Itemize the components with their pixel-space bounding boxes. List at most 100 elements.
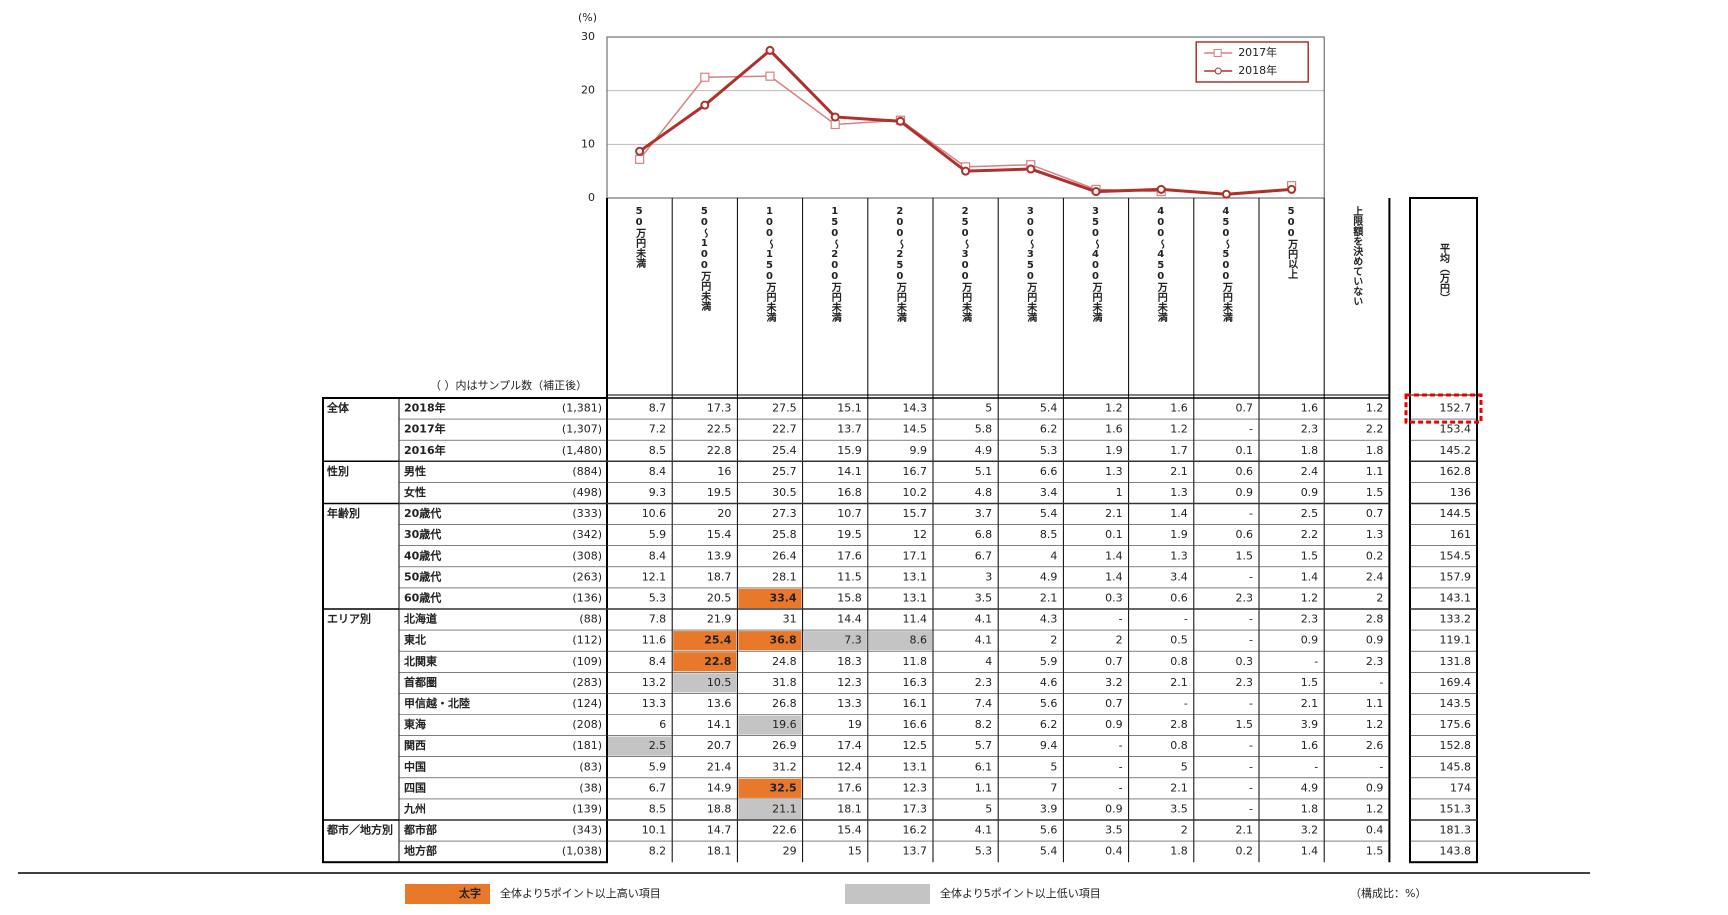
highlight-box (1404, 393, 1483, 424)
row-label: 東北 (404, 633, 426, 647)
sample-size: (1,480) (562, 444, 602, 457)
sample-size: (884) (572, 465, 602, 478)
cell-value: 143.5 (1440, 697, 1472, 710)
cell-value: 2.1 (1236, 824, 1254, 837)
cell-value: 5.3 (649, 591, 667, 604)
legend-label: 2017年 (1238, 45, 1277, 59)
marker (635, 146, 645, 156)
cell-value: 0.3 (1236, 655, 1254, 668)
cell-value: 5.6 (1040, 824, 1058, 837)
cell-value: 174 (1450, 781, 1471, 794)
cell-value: 3.5 (1170, 802, 1188, 815)
cell-value: 13.2 (642, 676, 667, 689)
cell-value: 154.5 (1440, 549, 1472, 562)
legend-box (1195, 41, 1309, 83)
legend-marker (1213, 49, 1222, 57)
cell-value: 18.1 (837, 802, 862, 815)
cell-value: 24.8 (772, 655, 797, 668)
cell-value: 1.4 (1105, 570, 1123, 583)
cell-value: - (1184, 697, 1188, 710)
cell-value: 17.4 (837, 739, 862, 752)
cell-low (803, 631, 867, 651)
cell-value: 5.3 (1040, 444, 1058, 457)
cell-value: 20.7 (707, 739, 732, 752)
legend-marker (1214, 67, 1222, 75)
cell-value: 14.1 (707, 718, 732, 731)
cell-value: 145.2 (1440, 444, 1472, 457)
sample-size: (342) (572, 528, 602, 541)
cell-value: 6 (659, 718, 666, 731)
cell-value: 32.5 (769, 781, 796, 794)
group-label: エリア別 (327, 612, 371, 626)
cell-value: 2 (1050, 634, 1057, 647)
cell-value: 8.6 (910, 634, 928, 647)
legend-low: 全体より5ポイント以上低い項目 (940, 886, 1101, 900)
cell-value: 7.4 (975, 697, 993, 710)
cell-value: 6.1 (975, 760, 993, 773)
cell-value: 1.2 (1105, 402, 1123, 415)
cell-value: 14.5 (903, 423, 928, 436)
sample-size: (1,381) (562, 402, 602, 415)
cell-value: 4.9 (1301, 781, 1319, 794)
cell-value: 3.2 (1301, 824, 1319, 837)
cell-value: 1.4 (1170, 507, 1188, 520)
row-label: 地方部 (404, 844, 437, 858)
cell-value: 22.7 (772, 423, 797, 436)
cell-value: 143.8 (1440, 845, 1472, 858)
cell-value: 5 (1050, 760, 1057, 773)
sample-size: (1,038) (562, 845, 602, 858)
cell-value: 2.4 (1301, 465, 1319, 478)
group-label: 性別 (327, 464, 349, 478)
cell-value: 133.2 (1440, 613, 1472, 626)
cell-value: 14.1 (837, 465, 862, 478)
marker (1091, 187, 1101, 197)
cell-value: 1.8 (1301, 802, 1319, 815)
cell-value: - (1379, 676, 1383, 689)
cell-value: 21.1 (772, 802, 797, 815)
cell-value: 0.8 (1170, 739, 1188, 752)
cell-value: 3.9 (1301, 718, 1319, 731)
cell-value: 15.9 (837, 444, 862, 457)
cell-value: - (1249, 634, 1253, 647)
cell-value: 31.2 (772, 760, 797, 773)
cell-value: 25.7 (772, 465, 797, 478)
cell-value: 144.5 (1440, 507, 1472, 520)
cell-value: 0.4 (1366, 824, 1384, 837)
cell-value: 8.5 (1040, 528, 1058, 541)
row-label: 北関東 (404, 654, 438, 668)
cell-value: 175.6 (1440, 718, 1472, 731)
group-label: 年齢別 (327, 506, 360, 520)
cell-value: 8.7 (649, 402, 667, 415)
row-label: 首都圏 (404, 675, 437, 689)
cell-value: 17.6 (837, 549, 862, 562)
cell-value: 0.4 (1105, 845, 1123, 858)
cell-value: 8.4 (649, 465, 667, 478)
cell-value: - (1379, 760, 1383, 773)
cell-value: 1.6 (1170, 402, 1188, 415)
cell-value: 15.7 (903, 507, 928, 520)
cell-value: 2 (1376, 591, 1383, 604)
cell-value: 8.2 (975, 718, 993, 731)
cell-high (673, 631, 737, 651)
cell-value: 2.3 (1301, 423, 1319, 436)
cell-value: 18.3 (837, 655, 862, 668)
sample-size: (343) (572, 824, 602, 837)
cell-value: - (1119, 760, 1123, 773)
cell-value: 14.3 (903, 402, 928, 415)
cell-value: 18.1 (707, 845, 732, 858)
cell-value: 4.1 (975, 634, 993, 647)
column-header: 250～300万円未満 (960, 206, 973, 323)
cell-low (868, 631, 932, 651)
row-label: 中国 (404, 759, 426, 773)
row-label: 60歳代 (404, 590, 441, 604)
cell-value: 10.5 (707, 676, 732, 689)
cell-low (738, 715, 802, 735)
cell-value: 1 (1116, 486, 1123, 499)
cell-value: 22.5 (707, 423, 732, 436)
row-label: 東海 (404, 717, 426, 731)
cell-value: 13.1 (903, 570, 928, 583)
cell-value: 3.5 (975, 591, 993, 604)
cell-value: 1.9 (1170, 528, 1188, 541)
marker (700, 72, 710, 82)
cell-value: 22.8 (707, 444, 732, 457)
